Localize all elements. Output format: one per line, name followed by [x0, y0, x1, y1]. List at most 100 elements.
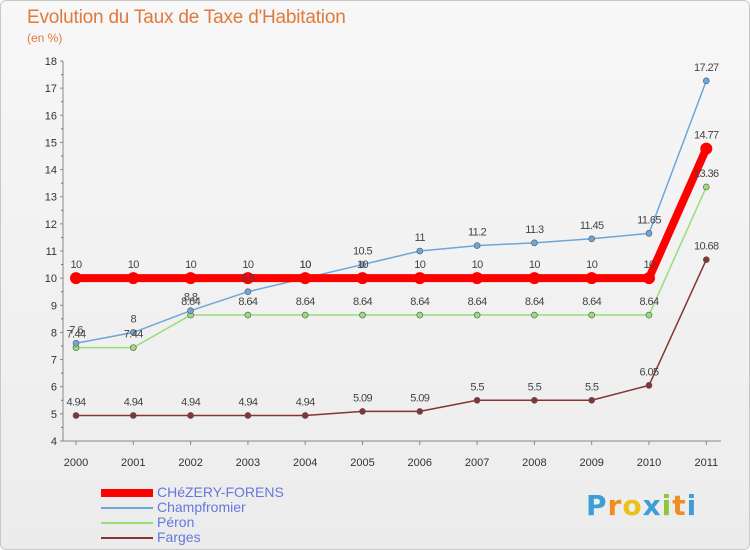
data-label-1: 11 — [415, 232, 426, 244]
chart-subtitle: (en %) — [27, 31, 63, 45]
series-point-2 — [301, 311, 309, 319]
y-tick-label: 11 — [46, 246, 57, 258]
series-point-1 — [130, 329, 137, 336]
x-tick-label: 2000 — [64, 457, 88, 469]
data-label-2: 8.64 — [353, 296, 372, 308]
x-tick-label: 2005 — [350, 457, 374, 469]
data-label-3: 5.5 — [470, 381, 484, 393]
series-line-1 — [75, 80, 708, 345]
series-point-2 — [416, 311, 424, 319]
series-point-0 — [643, 272, 655, 285]
data-label-2: 13.36 — [694, 168, 719, 180]
y-tick-label: 12 — [45, 219, 57, 231]
x-tick-label: 2011 — [694, 457, 718, 469]
series-point-2 — [588, 311, 596, 319]
y-tick-label: 5 — [51, 409, 57, 421]
x-tick-label: 2002 — [178, 457, 202, 469]
series-point-0 — [299, 272, 312, 285]
series-point-3 — [301, 412, 309, 419]
series-point-2 — [130, 344, 137, 351]
data-label-2: 8.64 — [238, 296, 257, 308]
legend-label: Farges — [157, 529, 201, 545]
series-point-0 — [184, 272, 197, 285]
y-tick-label: 15 — [45, 137, 57, 149]
data-label-3: 4.94 — [181, 396, 200, 408]
series-point-0 — [127, 272, 140, 285]
data-label-3: 5.09 — [410, 392, 429, 404]
data-label-1: 11.65 — [637, 214, 661, 226]
data-label-0: 14.77 — [694, 130, 719, 142]
y-tick-label: 13 — [45, 192, 57, 204]
y-tick-label: 8 — [51, 327, 57, 339]
legend-swatch — [101, 522, 153, 524]
series-point-3 — [416, 408, 424, 415]
series-point-1 — [588, 235, 596, 243]
data-label-2: 7.44 — [124, 329, 143, 341]
series-point-0 — [413, 272, 426, 285]
series-point-3 — [187, 412, 194, 419]
data-label-0: 10 — [414, 259, 426, 271]
series-point-2 — [473, 311, 481, 319]
series-point-1 — [473, 242, 481, 249]
series-point-3 — [130, 412, 137, 419]
data-label-0: 10 — [529, 259, 541, 271]
series-point-3 — [588, 396, 596, 404]
series-point-3 — [702, 256, 710, 263]
series-line-3 — [75, 258, 708, 417]
series-point-2 — [359, 311, 366, 319]
data-label-1: 8 — [131, 313, 137, 325]
series-point-1 — [416, 247, 424, 255]
x-tick-label: 2001 — [121, 457, 145, 469]
legend-label: Champfromier — [157, 499, 246, 515]
series-point-1 — [359, 261, 366, 268]
series-point-1 — [187, 307, 194, 315]
data-label-3: 10.68 — [694, 241, 719, 253]
data-label-0: 10 — [300, 259, 312, 271]
series-point-1 — [702, 77, 710, 85]
y-tick-label: 7 — [51, 355, 57, 367]
series-line-0 — [72, 144, 711, 283]
chart-title: Evolution du Taux de Taxe d'Habitation — [27, 7, 346, 28]
series-point-0 — [528, 272, 541, 285]
data-label-0: 10 — [643, 259, 655, 271]
data-label-1: 9.5 — [241, 273, 255, 285]
data-label-2: 8.64 — [582, 296, 601, 308]
x-tick-label: 2003 — [236, 457, 260, 469]
data-label-2: 8.64 — [181, 296, 200, 308]
data-label-1: 11.3 — [525, 224, 544, 236]
data-label-1: 7.6 — [69, 324, 83, 336]
data-label-2: 8.64 — [296, 296, 315, 308]
data-label-3: 4.94 — [238, 396, 257, 408]
data-label-3: 5.5 — [528, 381, 542, 393]
data-label-1: 11.45 — [580, 220, 604, 232]
legend-swatch — [101, 507, 153, 509]
series-point-1 — [645, 230, 653, 237]
series-point-3 — [359, 408, 366, 415]
series-point-0 — [585, 272, 598, 285]
y-tick-label: 4 — [51, 436, 57, 448]
series-point-0 — [241, 272, 254, 285]
data-label-2: 8.64 — [525, 296, 544, 308]
data-label-3: 4.94 — [124, 396, 143, 408]
data-label-0: 10 — [472, 259, 484, 271]
y-tick-label: 6 — [51, 382, 57, 394]
data-label-2: 8.64 — [468, 296, 487, 308]
x-tick-label: 2006 — [408, 457, 432, 469]
data-label-3: 5.5 — [585, 381, 599, 393]
series-point-1 — [72, 339, 80, 347]
data-label-0: 10 — [357, 259, 369, 271]
series-point-3 — [72, 412, 80, 419]
series-point-1 — [531, 239, 538, 247]
x-tick-label: 2008 — [522, 457, 546, 469]
series-point-2 — [531, 311, 538, 319]
data-label-3: 4.94 — [66, 396, 85, 408]
x-tick-label: 2007 — [465, 457, 489, 469]
series-point-3 — [473, 396, 481, 404]
series-point-3 — [531, 396, 538, 404]
series-point-2 — [645, 311, 653, 319]
data-label-1: 11.2 — [468, 227, 487, 239]
x-tick-label: 2010 — [637, 457, 661, 469]
data-label-3: 6.05 — [639, 366, 658, 378]
